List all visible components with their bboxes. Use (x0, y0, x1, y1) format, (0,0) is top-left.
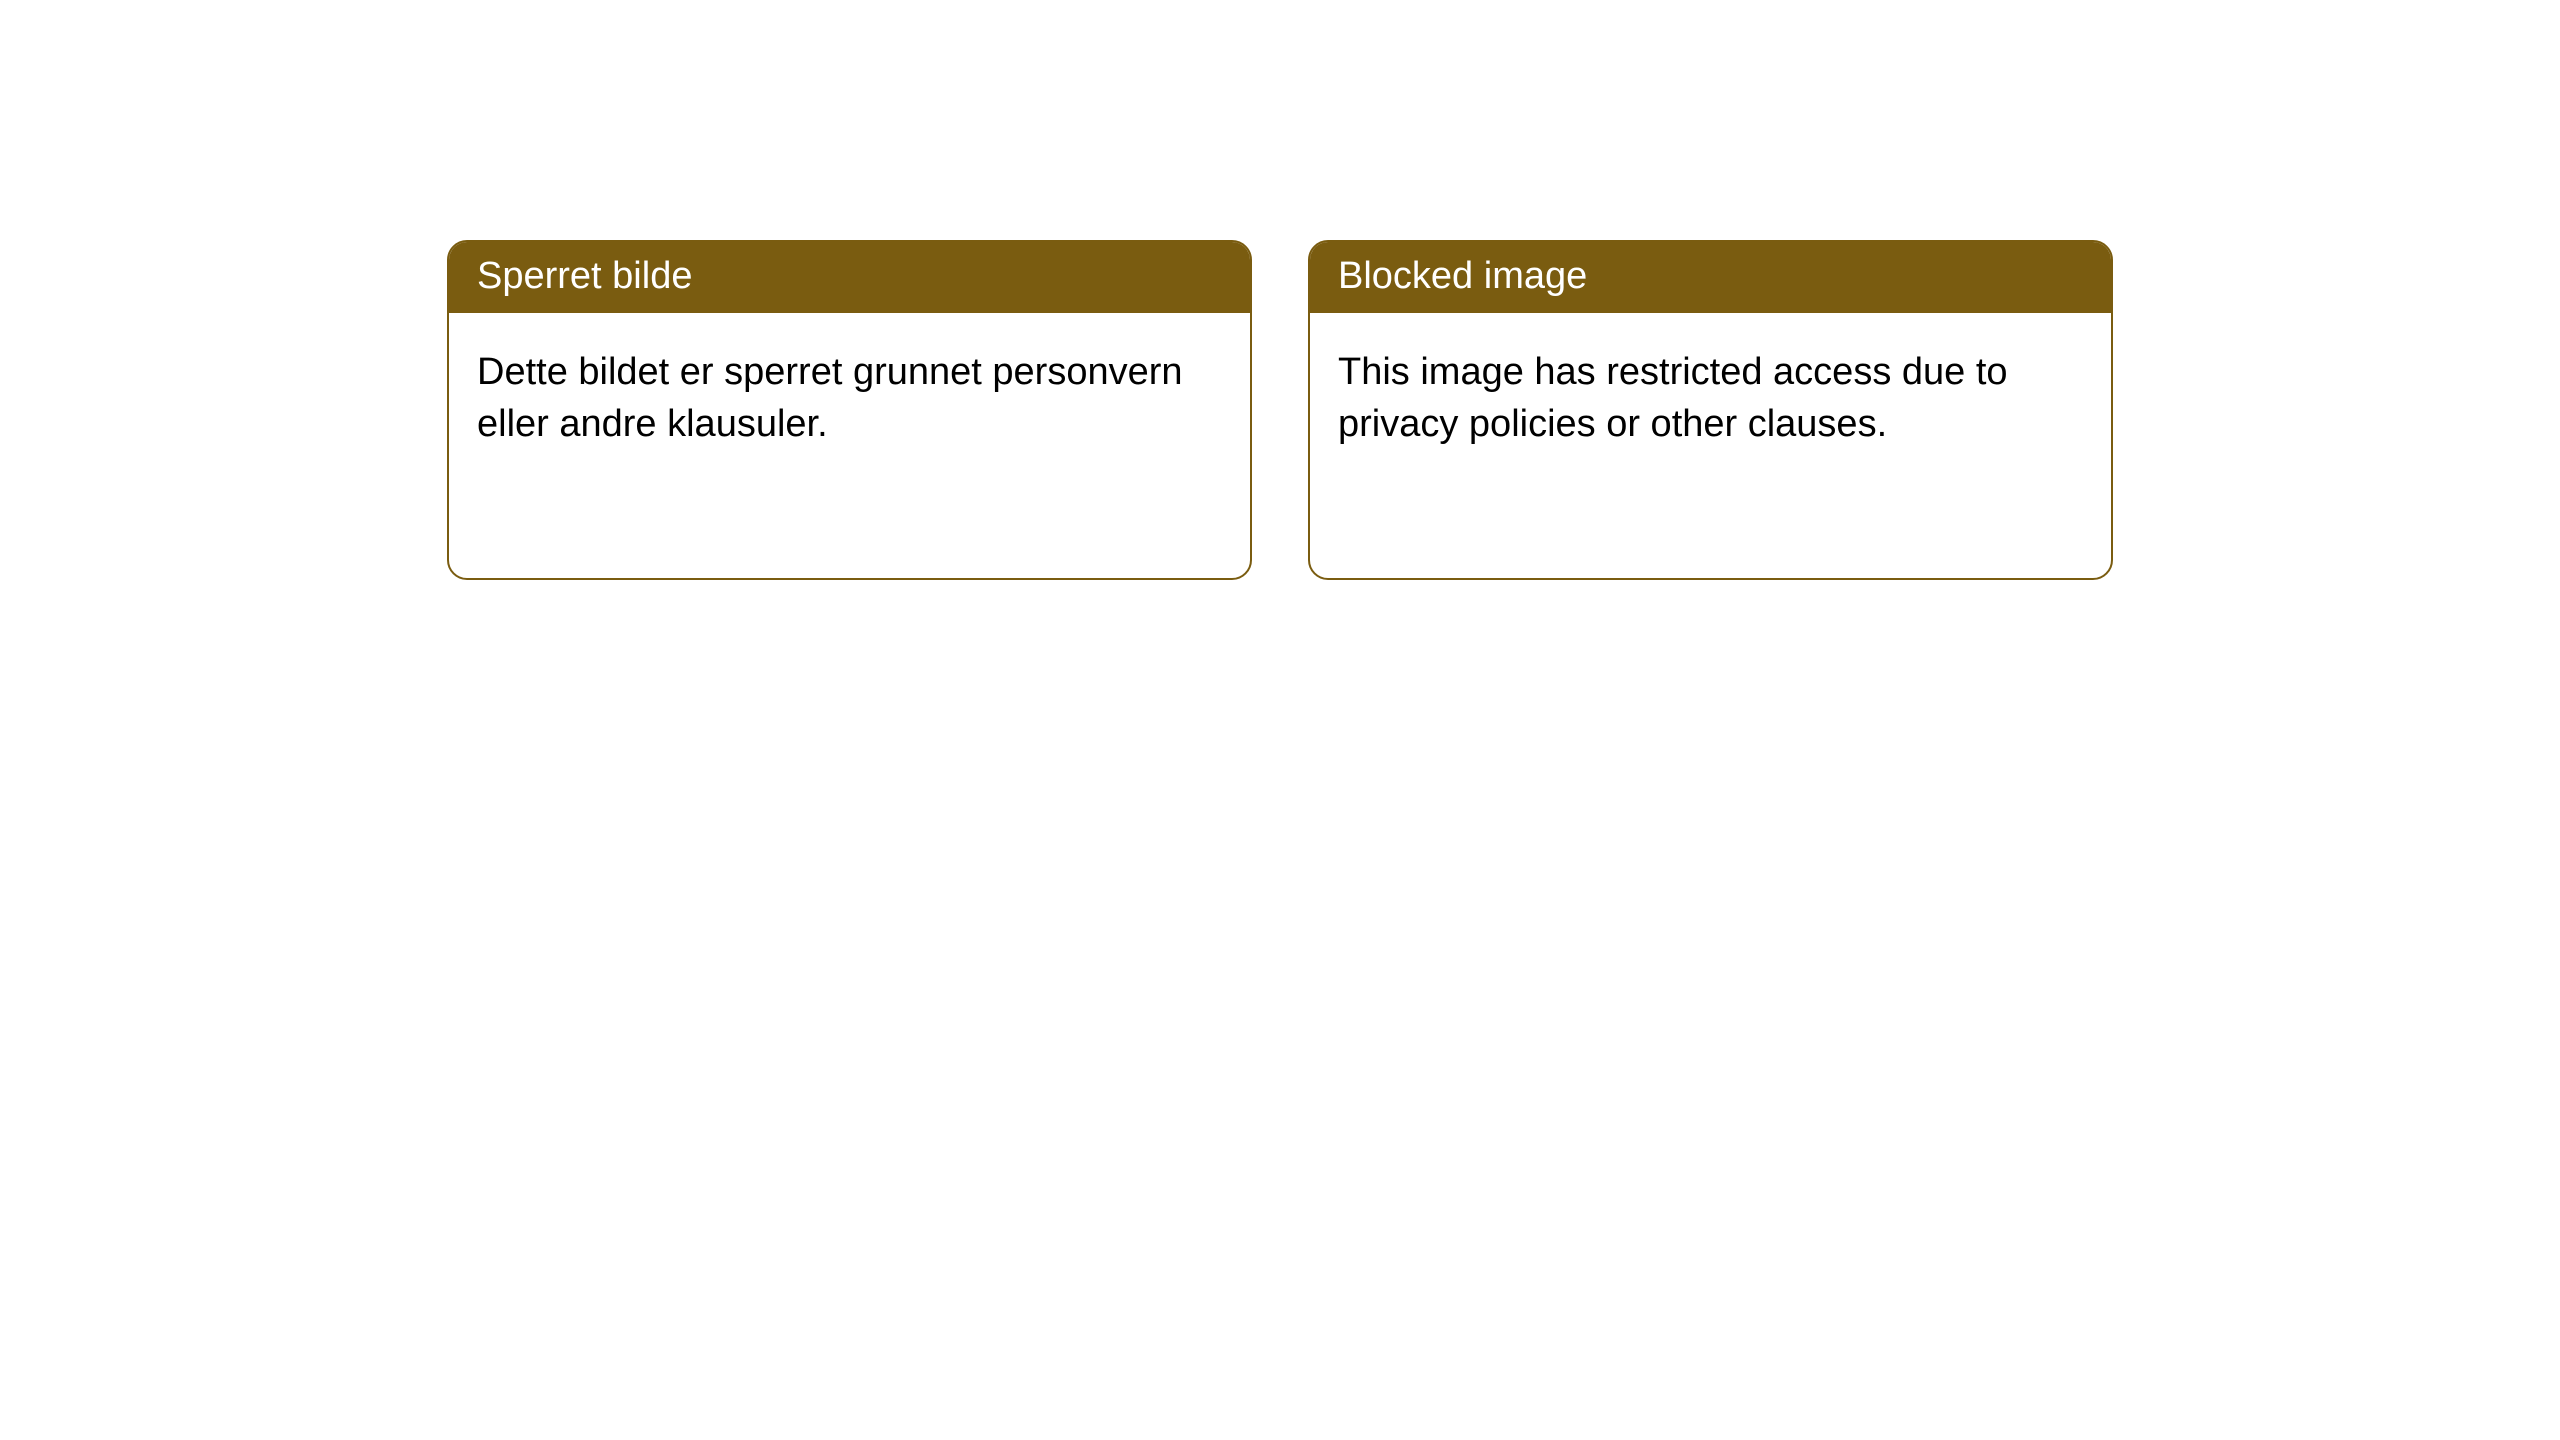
notice-card-english: Blocked image This image has restricted … (1308, 240, 2113, 580)
notice-card-body: Dette bildet er sperret grunnet personve… (449, 313, 1250, 484)
notice-card-body: This image has restricted access due to … (1310, 313, 2111, 484)
notice-cards-container: Sperret bilde Dette bildet er sperret gr… (447, 240, 2113, 580)
notice-card-norwegian: Sperret bilde Dette bildet er sperret gr… (447, 240, 1252, 580)
notice-card-title: Sperret bilde (449, 242, 1250, 313)
notice-card-title: Blocked image (1310, 242, 2111, 313)
